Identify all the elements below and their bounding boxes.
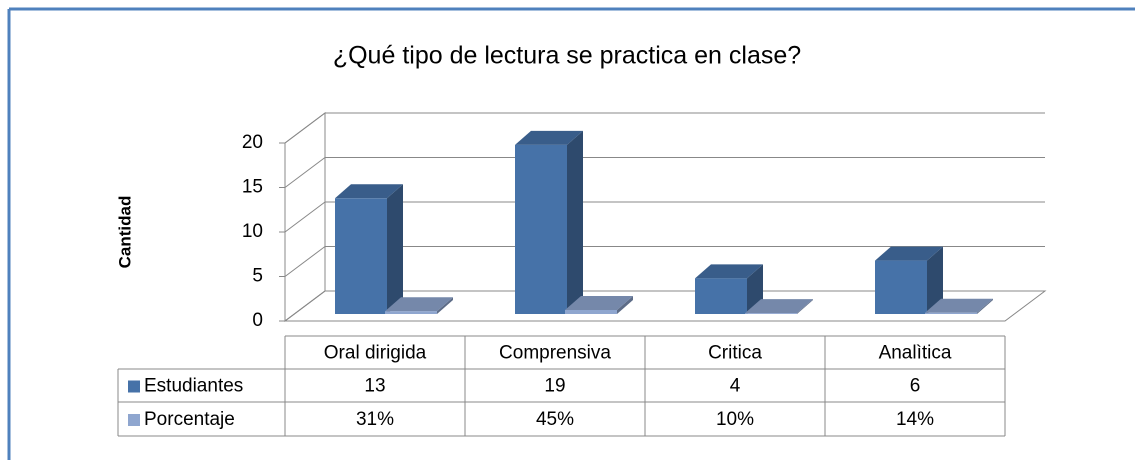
bar (925, 312, 977, 314)
grid-line (284, 112, 326, 144)
y-axis-label: Cantidad (115, 196, 134, 269)
value-label: 45% (536, 409, 574, 430)
grid-line (284, 290, 326, 322)
value-label: 14% (896, 409, 934, 430)
y-tick-label: 0 (252, 310, 263, 331)
legend-key (128, 414, 140, 426)
bar-top (695, 264, 763, 279)
value-label: 31% (356, 409, 394, 430)
y-tick-label: 20 (242, 132, 263, 153)
legend-label: Porcentaje (144, 409, 235, 430)
value-label: 6 (910, 376, 921, 397)
grid-line (284, 157, 326, 188)
y-tick-label: 15 (242, 177, 263, 198)
grid-line (284, 201, 326, 233)
bar (335, 198, 387, 314)
bar-top (385, 297, 453, 312)
bar-side (927, 246, 943, 314)
bar (385, 311, 437, 314)
x-tick-label: Comprensiva (499, 343, 611, 364)
bar-top (335, 184, 403, 199)
bar-top (515, 130, 583, 145)
bar-side (387, 184, 403, 314)
grid-line (284, 246, 326, 277)
bar-top (875, 246, 943, 261)
bar (695, 278, 747, 314)
bar-side (977, 298, 993, 314)
bar (515, 144, 567, 314)
value-label: 19 (544, 376, 565, 397)
legend-key (128, 380, 140, 393)
bar-side (617, 295, 633, 314)
bar-side (797, 299, 813, 314)
bar-side (437, 297, 453, 314)
legend-label: Estudiantes (144, 376, 243, 397)
bar (875, 260, 927, 314)
bar (745, 313, 797, 314)
bar (565, 309, 617, 314)
value-label: 13 (364, 376, 385, 397)
bar-top (565, 295, 633, 310)
bar-top (745, 299, 813, 314)
bar-top (925, 298, 993, 313)
value-label: 10% (716, 409, 754, 430)
x-tick-label: Oral dirigida (324, 343, 427, 364)
chart-title: ¿Qué tipo de lectura se practica en clas… (333, 42, 801, 70)
bar-side (567, 130, 583, 314)
y-tick-label: 10 (242, 221, 263, 242)
y-tick-label: 5 (252, 266, 263, 287)
value-label: 4 (730, 376, 741, 397)
x-tick-label: Critica (708, 343, 762, 364)
x-tick-label: Analìtica (879, 343, 952, 364)
